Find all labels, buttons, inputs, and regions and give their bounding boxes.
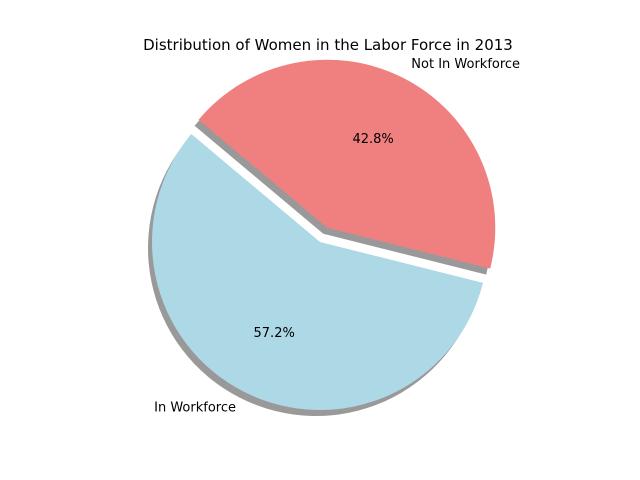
pie-labels: 57.2% In Workforce 42.8% Not In Workforce xyxy=(154,57,520,415)
pie-slices xyxy=(152,59,496,410)
pie-pct-label-in-workforce: 57.2% xyxy=(254,326,295,341)
pie-label-not-in-workforce: Not In Workforce xyxy=(411,57,520,72)
pie-pct-label-not-in-workforce: 42.8% xyxy=(352,132,393,147)
pie-slice-in-workforce xyxy=(152,134,483,410)
chart-title: Distribution of Women in the Labor Force… xyxy=(143,36,513,54)
pie-slice-not-in-workforce xyxy=(198,59,496,269)
pie-label-in-workforce: In Workforce xyxy=(154,401,236,416)
